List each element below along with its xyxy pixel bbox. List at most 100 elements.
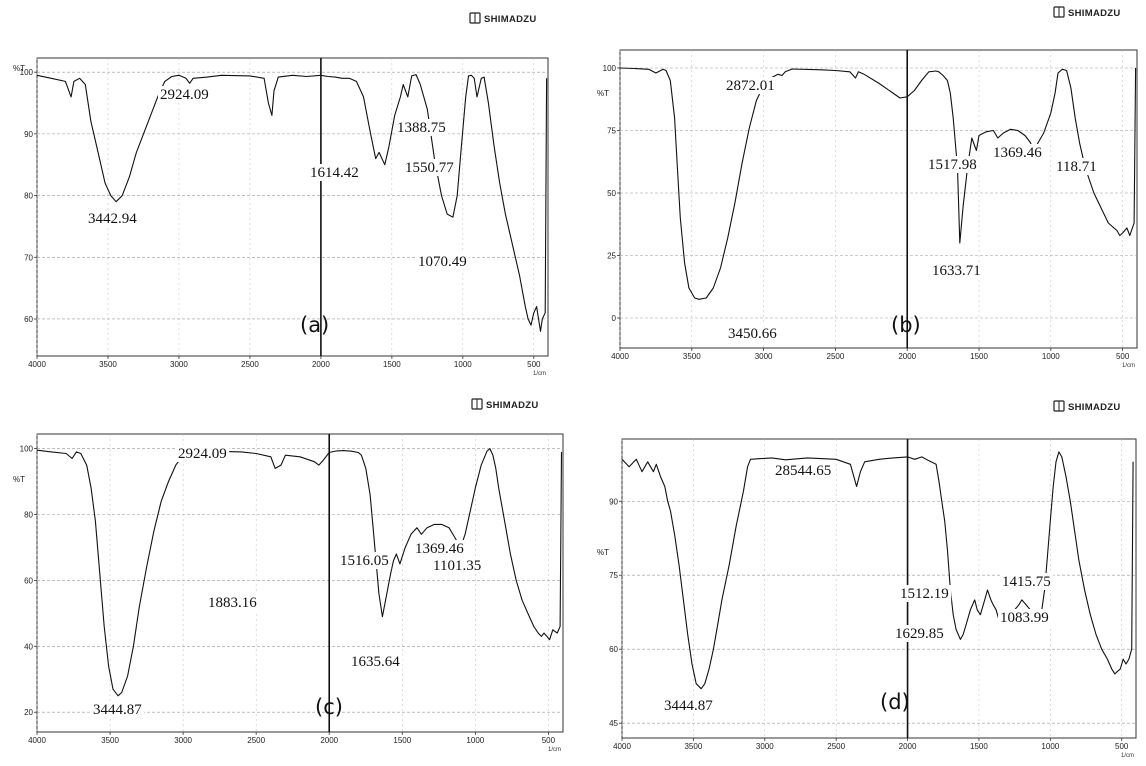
peak-label-bg (338, 552, 392, 569)
y-tick-label: 40 (24, 642, 33, 651)
shimadzu-brand-text: SHIMADZU (1068, 402, 1121, 413)
peak-label: 1101.35 (433, 558, 481, 574)
x-tick-label: 3500 (683, 352, 701, 361)
panel-label: (c) (315, 695, 343, 719)
y-tick-label: 100 (20, 445, 34, 454)
peak-label: 118.71 (1056, 159, 1097, 175)
peak-label: 3444.87 (664, 698, 713, 714)
y-tick-label: 50 (607, 189, 616, 198)
y-tick-label: 75 (607, 127, 616, 136)
shimadzu-brand-text: SHIMADZU (484, 14, 537, 25)
x-tick-label: 4000 (28, 736, 46, 745)
x-tick-label: 1000 (466, 736, 484, 745)
plot-frame (36, 433, 564, 733)
x-tick-label: 1000 (1042, 352, 1060, 361)
peak-label: 1635.64 (351, 654, 400, 670)
x-tick-label: 3500 (99, 360, 117, 369)
y-tick-label: 75 (609, 571, 618, 580)
shimadzu-logo: SHIMADZU (1053, 6, 1120, 19)
shimadzu-logo: SHIMADZU (1053, 400, 1121, 413)
peak-label: 1512.19 (900, 586, 949, 602)
x-tick-label: 500 (542, 736, 556, 745)
y-tick-label: 20 (24, 708, 33, 717)
peak-label: 1388.75 (397, 120, 446, 136)
x-tick-label: 500 (1115, 742, 1129, 751)
x-tick-label: 2500 (247, 736, 265, 745)
x-tick-label: 3000 (170, 360, 188, 369)
x-tick-label: 4000 (28, 360, 46, 369)
y-unit-label: %T (597, 89, 609, 98)
x-tick-label: 2000 (320, 736, 338, 745)
y-unit-label: %T (13, 64, 25, 73)
shimadzu-brand-text: SHIMADZU (486, 400, 539, 411)
y-tick-label: 70 (24, 253, 33, 262)
y-tick-label: 100 (603, 64, 617, 73)
peak-label-bg (726, 325, 780, 342)
panel-label: (a) (300, 313, 329, 337)
plot-frame (621, 438, 1137, 739)
panel-c: SHIMADZU 100 80 60 40 20 %T 4000 3500 3000 2500 200… (13, 398, 564, 753)
peak-label: 3442.94 (88, 211, 137, 227)
y-tick-label: 80 (24, 511, 33, 520)
y-unit-label: %T (13, 475, 25, 484)
y-tick-label: 90 (609, 497, 618, 506)
y-tick-label: 25 (607, 252, 616, 261)
peak-label-bg (349, 653, 403, 670)
x-tick-label: 500 (527, 360, 541, 369)
x-tick-label: 3000 (756, 742, 774, 751)
spectrum-line (36, 448, 563, 697)
y-tick-label: 60 (24, 576, 33, 585)
peak-label: 3450.66 (728, 326, 777, 342)
x-tick-label: 500 (1116, 352, 1130, 361)
peak-label-bg (926, 156, 980, 173)
peak-label-bg (724, 77, 778, 94)
peak-label-bg (158, 86, 212, 103)
x-tick-label: 1500 (970, 352, 988, 361)
peak-label-bg (416, 253, 470, 270)
panel-b: SHIMADZU 100 75 50 25 0 %T 4000 3500 3000 2500 2000… (597, 6, 1138, 369)
peak-label: 1083.99 (1000, 610, 1049, 626)
peak-label: 1550.77 (405, 160, 454, 176)
peak-label: 2872.01 (726, 78, 775, 94)
peak-label-bg (206, 594, 260, 611)
x-tick-label: 3000 (755, 352, 773, 361)
x-tick-label: 1000 (1041, 742, 1059, 751)
shimadzu-logo: SHIMADZU (471, 398, 539, 411)
x-tick-label: 4000 (613, 742, 631, 751)
peak-label-bg (930, 262, 984, 279)
x-tick-label: 3500 (101, 736, 119, 745)
spectrum-line (36, 74, 548, 332)
x-unit-label: 1/cm (1122, 363, 1135, 369)
x-tick-label: 1500 (383, 360, 401, 369)
peak-label-bg (431, 557, 485, 574)
peak-label: 1517.98 (928, 157, 977, 173)
spectrum-line (621, 451, 1134, 690)
panel-a: SHIMADZU 100 90 80 70 60 %T 4000 3500 3000 2500 200… (13, 12, 549, 377)
peak-label-bg (662, 697, 716, 714)
peak-label: 1516.05 (340, 553, 389, 569)
peak-label: 1369.46 (993, 145, 1042, 161)
y-tick-label: 0 (612, 314, 617, 323)
peak-label: 1633.71 (932, 263, 981, 279)
peak-label-bg (893, 625, 947, 642)
x-tick-label: 2000 (899, 742, 917, 751)
y-tick-label: 60 (24, 315, 33, 324)
x-unit-label: 1/cm (548, 747, 561, 753)
y-tick-label: 45 (609, 719, 618, 728)
y-tick-label: 60 (609, 645, 618, 654)
peak-label: 28544.65 (775, 463, 831, 479)
peak-label-bg (998, 609, 1052, 626)
peak-label: 1415.75 (1002, 574, 1051, 590)
x-tick-label: 2500 (827, 742, 845, 751)
y-tick-label: 80 (24, 192, 33, 201)
peak-label: 1369.46 (415, 541, 464, 557)
peak-label: 1629.85 (895, 626, 944, 642)
x-tick-label: 1000 (454, 360, 472, 369)
x-unit-label: 1/cm (1121, 753, 1134, 759)
x-unit-label: 1/cm (533, 371, 546, 377)
y-tick-label: 90 (24, 130, 33, 139)
peak-label-bg (1000, 573, 1054, 590)
x-tick-label: 2000 (898, 352, 916, 361)
peak-label: 1070.49 (418, 254, 467, 270)
